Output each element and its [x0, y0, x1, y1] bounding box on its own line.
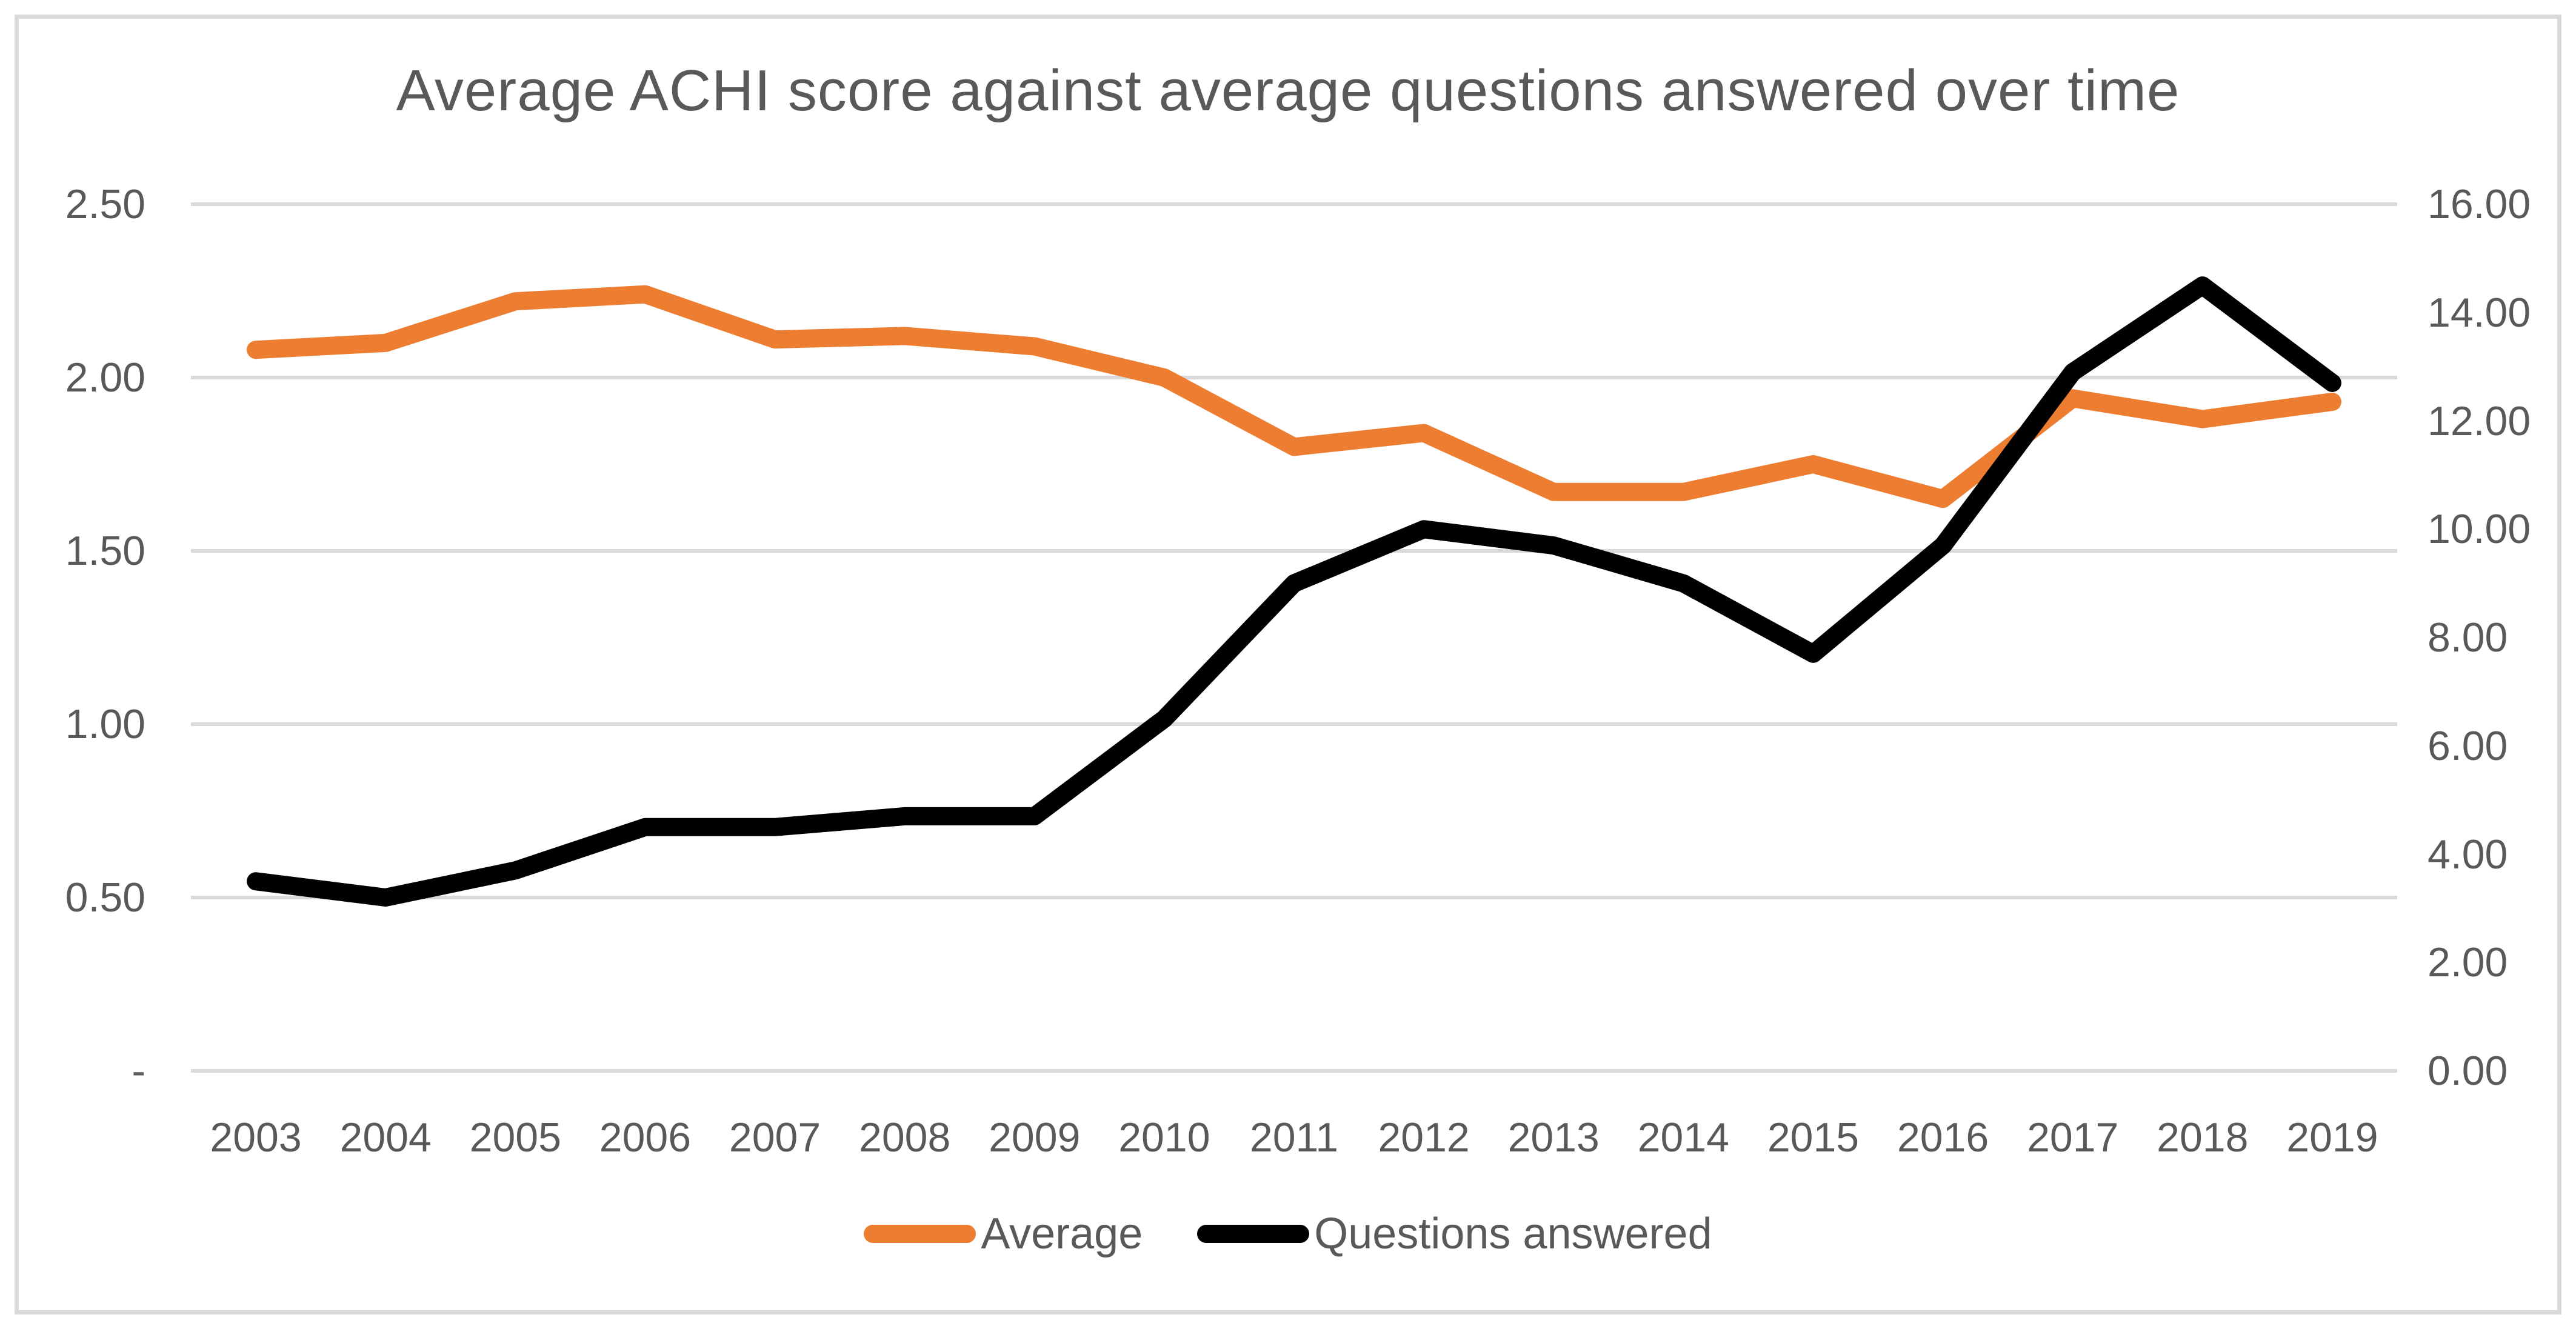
x-axis-year-label: 2013 [1507, 1114, 1600, 1161]
x-axis-year-label: 2012 [1378, 1114, 1470, 1161]
x-axis-year-label: 2006 [599, 1114, 692, 1161]
right-axis-tick-label: 8.00 [2428, 615, 2508, 661]
gridline [191, 722, 2397, 726]
x-axis-year-label: 2011 [1249, 1114, 1339, 1161]
x-axis-year-label: 2015 [1767, 1114, 1860, 1161]
right-axis-tick-label: 4.00 [2428, 831, 2508, 878]
x-axis-year-label: 2016 [1897, 1114, 1989, 1161]
left-axis-tick-label: 2.00 [65, 355, 145, 401]
legend-label-questions-answered: Questions answered [1314, 1210, 1712, 1258]
gridline [191, 376, 2397, 379]
gridline [191, 202, 2397, 206]
right-axis-tick-label: 2.00 [2428, 939, 2508, 986]
average-line-swatch-icon [864, 1225, 976, 1243]
x-axis-year-label: 2003 [210, 1114, 302, 1161]
left-axis-tick-label: 1.50 [65, 528, 145, 574]
right-axis-tick-label: 14.00 [2428, 289, 2531, 336]
questions-answered-line-swatch-icon [1197, 1225, 1310, 1243]
gridline [191, 549, 2397, 553]
left-axis-tick-label: 2.50 [65, 181, 145, 227]
x-axis-year-label: 2018 [2157, 1114, 2249, 1161]
gridline [191, 896, 2397, 899]
right-axis-tick-label: 12.00 [2428, 398, 2531, 444]
x-axis-year-label: 2017 [2027, 1114, 2119, 1161]
x-axis-year-label: 2010 [1118, 1114, 1210, 1161]
gridline [191, 1069, 2397, 1073]
x-axis-year-label: 2019 [2286, 1114, 2378, 1161]
left-axis-tick-label: - [132, 1048, 145, 1094]
x-axis-year-label: 2008 [859, 1114, 951, 1161]
legend-item-questions-answered: Questions answered [1197, 1209, 1712, 1259]
series-line-questions-answered [247, 276, 2341, 907]
right-axis-tick-label: 10.00 [2428, 506, 2531, 553]
right-axis-tick-label: 0.00 [2428, 1048, 2508, 1094]
legend-item-average: Average [864, 1209, 1143, 1259]
chart-title: Average ACHI score against average quest… [396, 58, 2180, 123]
left-axis-tick-label: 0.50 [65, 874, 145, 921]
left-axis-tick-label: 1.00 [65, 701, 145, 747]
x-axis-year-label: 2009 [989, 1114, 1081, 1161]
series-line-average [247, 285, 2341, 508]
x-axis-year-label: 2004 [339, 1114, 432, 1161]
right-axis-tick-label: 16.00 [2428, 181, 2531, 227]
legend: Average Questions answered [0, 1209, 2576, 1259]
x-axis-year-label: 2007 [729, 1114, 821, 1161]
x-axis-year-label: 2014 [1637, 1114, 1729, 1161]
right-axis-tick-label: 6.00 [2428, 722, 2508, 769]
x-axis-year-label: 2005 [469, 1114, 561, 1161]
legend-label-average: Average [981, 1210, 1143, 1258]
